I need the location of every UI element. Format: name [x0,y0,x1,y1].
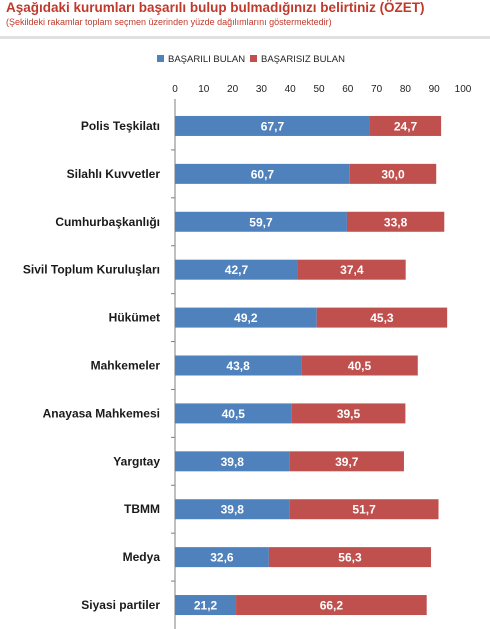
legend-label-1: BAŞARISIZ BULAN [261,54,345,65]
x-tick-label: 60 [342,84,354,95]
bar-basarili [175,259,298,280]
bar-basarili [175,451,290,472]
category-label: Hükümet [109,311,160,325]
chart-title: Aşağıdaki kurumları başarılı bulup bulma… [6,0,425,15]
bar-basarisiz [291,403,406,424]
bar-basarisiz [236,595,427,616]
category-label: Sivil Toplum Kuruluşları [23,263,160,277]
bar-value-label: 40,5 [348,359,372,373]
bar-basarili [175,115,370,136]
x-tick-label: 10 [198,84,210,95]
bar-value-label: 43,8 [226,359,250,373]
bar-basarili [175,211,347,232]
bar-value-label: 60,7 [251,167,275,181]
legend-label-0: BAŞARILI BULAN [168,54,245,65]
x-tick-label: 50 [313,84,325,95]
x-tick-label: 20 [227,84,239,95]
category-label: Siyasi partiler [81,598,160,612]
bar-value-label: 66,2 [320,599,344,613]
x-tick-label: 70 [371,84,383,95]
bar-value-label: 56,3 [338,551,362,565]
bar-value-label: 67,7 [261,119,285,133]
bar-basarisiz [301,355,418,376]
bar-basarisiz [346,211,445,232]
category-label: Cumhurbaşkanlığı [55,215,160,229]
bar-value-label: 49,2 [234,311,258,325]
category-label: Mahkemeler [91,359,161,373]
bar-value-label: 40,5 [222,407,246,421]
chart-subtitle: (Şekildeki rakamlar toplam seçmen üzerin… [6,17,332,27]
bar-value-label: 24,7 [394,119,418,133]
bar-basarili [175,499,290,520]
bar-basarisiz [316,307,448,328]
bar-basarisiz [349,163,437,184]
bar-value-label: 59,7 [249,215,273,229]
bar-basarisiz [369,115,442,136]
x-tick-label: 40 [285,84,297,95]
x-tick-label: 90 [429,84,441,95]
category-label: Silahlı Kuvvetler [67,167,161,181]
x-tick-label: 0 [172,84,178,95]
bar-value-label: 32,6 [210,551,234,565]
legend: BAŞARILI BULAN BAŞARISIZ BULAN [157,54,345,65]
x-tick-label: 100 [455,84,472,95]
bar-basarili [175,547,269,568]
legend-swatch-1 [250,55,257,62]
bar-basarili [175,595,237,616]
header-divider [0,36,490,39]
bar-value-label: 42,7 [225,263,249,277]
category-label: Medya [123,550,161,564]
bar-value-label: 39,8 [221,503,245,517]
bar-value-label: 51,7 [352,503,376,517]
bar-value-label: 39,5 [337,407,361,421]
bar-basarili [175,355,302,376]
bar-basarisiz [268,547,432,568]
bar-basarili [175,163,350,184]
bars: Polis Teşkilatı 67,7 24,7 Silahlı Kuvvetler… [23,115,448,616]
bar-value-label: 39,8 [221,455,245,469]
x-axis: 0 10 20 30 40 50 60 70 80 90 100 [171,84,472,629]
category-label: Yargıtay [113,454,160,468]
category-label: Polis Teşkilatı [81,119,160,133]
bar-basarisiz [297,259,406,280]
bar-value-label: 33,8 [384,215,408,229]
bar-value-label: 37,4 [340,263,364,277]
bar-basarili [175,403,292,424]
category-label: TBMM [124,502,160,516]
bar-basarisiz [289,499,439,520]
bar-basarisiz [289,451,404,472]
x-tick-label: 80 [400,84,412,95]
x-tick-label: 30 [256,84,268,95]
bar-value-label: 45,3 [370,311,394,325]
legend-swatch-0 [157,55,164,62]
bar-value-label: 39,7 [335,455,359,469]
bar-value-label: 30,0 [381,167,405,181]
category-label: Anayasa Mahkemesi [43,406,160,420]
bar-value-label: 21,2 [194,599,218,613]
bar-basarili [175,307,317,328]
